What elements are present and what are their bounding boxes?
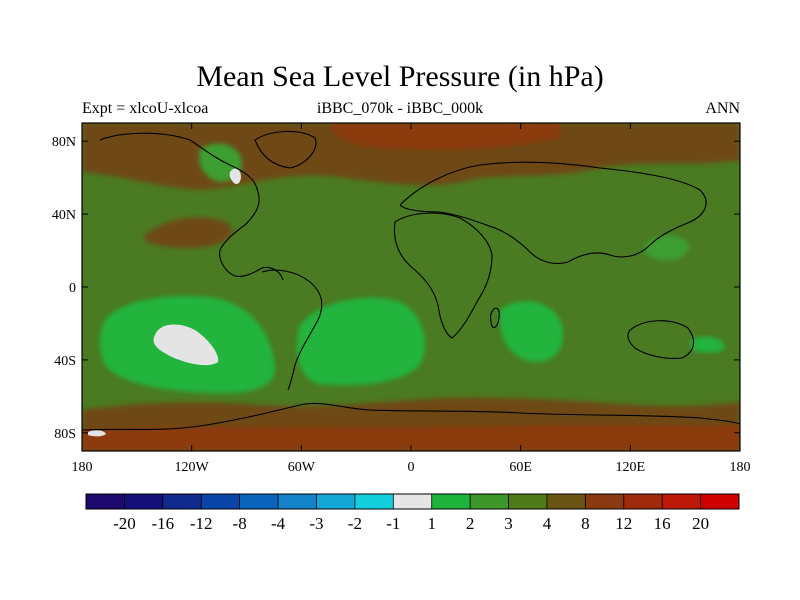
colorbar-label: -3 (309, 514, 323, 533)
colorbar-swatch (662, 494, 701, 509)
x-tick-label: 180 (72, 460, 93, 475)
greenland-coast (254, 130, 317, 169)
south-atlantic-negative-anomaly (296, 297, 425, 386)
colorbar-swatch (393, 494, 433, 509)
x-tick-label: 60W (288, 460, 316, 475)
map-title: Mean Sea Level Pressure (in hPa) (196, 60, 604, 93)
colorbar-swatch (700, 494, 740, 509)
antarctica-coast (82, 402, 740, 431)
coastlines (82, 130, 740, 431)
indian-ocean-negative-anomaly (499, 301, 564, 362)
west-pacific-negative-anomaly (644, 235, 689, 261)
colorbar-swatch (623, 494, 663, 509)
difference-label: iBBC_070k - iBBC_000k (316, 100, 484, 117)
australia-east-negative-anomaly (690, 336, 725, 353)
x-tick-label: 60E (509, 460, 532, 475)
strong-positive-anomaly (330, 123, 560, 150)
y-tick-label: 80N (52, 135, 76, 150)
eurasia-coast (399, 161, 707, 265)
y-tick-label: 40S (54, 354, 76, 369)
colorbar-label: 4 (543, 514, 552, 533)
colorbar-label: 1 (427, 514, 436, 533)
australia-coast (627, 320, 695, 359)
colorbar-label: 12 (615, 514, 632, 533)
arctic-positive-anomaly (82, 123, 740, 190)
colorbar-swatch (431, 494, 471, 509)
colorbar-label: -1 (386, 514, 400, 533)
colorbar-swatch (162, 494, 202, 509)
colorbar-swatch (316, 494, 356, 509)
colorbar-label: 16 (654, 514, 671, 533)
colorbar-swatch (470, 494, 509, 509)
longitude-axis: 180 120W 60W 0 60E 120E 180 (72, 123, 751, 475)
colorbar-swatch (239, 494, 279, 509)
y-tick-label: 80S (54, 427, 76, 442)
near-zero-region (229, 168, 241, 184)
north-atlantic-positive-anomaly (144, 217, 232, 249)
colorbar-label: -2 (348, 514, 362, 533)
pressure-field (82, 123, 740, 451)
colorbar-label: 8 (581, 514, 590, 533)
near-zero-region (88, 430, 106, 437)
colorbar-label: -12 (190, 514, 213, 533)
colorbar-swatch (124, 494, 164, 509)
season-label: ANN (705, 100, 740, 117)
colorbar-swatch (201, 494, 241, 509)
colorbar-label: 3 (504, 514, 513, 533)
colorbar-label: -8 (233, 514, 247, 533)
north-america-coast (99, 132, 284, 281)
latitude-axis: 80N 40N 0 40S 80S (52, 135, 740, 442)
y-tick-label: 40N (52, 208, 76, 223)
colorbar-label: -16 (151, 514, 174, 533)
colorbar: -20 -16 -12 -8 -4 -3 -2 -1 1 2 3 4 8 12 16 20 (85, 493, 740, 533)
colorbar-label: -20 (113, 514, 136, 533)
x-tick-label: 120E (616, 460, 646, 475)
colorbar-swatch (278, 494, 317, 509)
colorbar-label: 2 (466, 514, 475, 533)
x-tick-label: 120W (175, 460, 210, 475)
colorbar-swatch (585, 494, 625, 509)
africa-coast (393, 212, 493, 339)
south-america-coast (261, 269, 323, 391)
experiment-label: Expt = xlcoU-xlcoa (82, 100, 209, 117)
x-tick-label: 180 (730, 460, 751, 475)
colorbar-frame (85, 493, 740, 510)
colorbar-label: -4 (271, 514, 286, 533)
colorbar-swatch (354, 494, 394, 509)
x-tick-label: 0 (408, 460, 415, 475)
colorbar-swatch (86, 494, 125, 509)
y-tick-label: 0 (69, 281, 76, 296)
colorbar-swatch (508, 494, 548, 509)
near-zero-region (153, 324, 219, 366)
colorbar-label: 20 (692, 514, 709, 533)
madagascar-coast (490, 307, 500, 329)
colorbar-swatch (546, 494, 586, 509)
strong-positive-anomaly (82, 425, 740, 451)
